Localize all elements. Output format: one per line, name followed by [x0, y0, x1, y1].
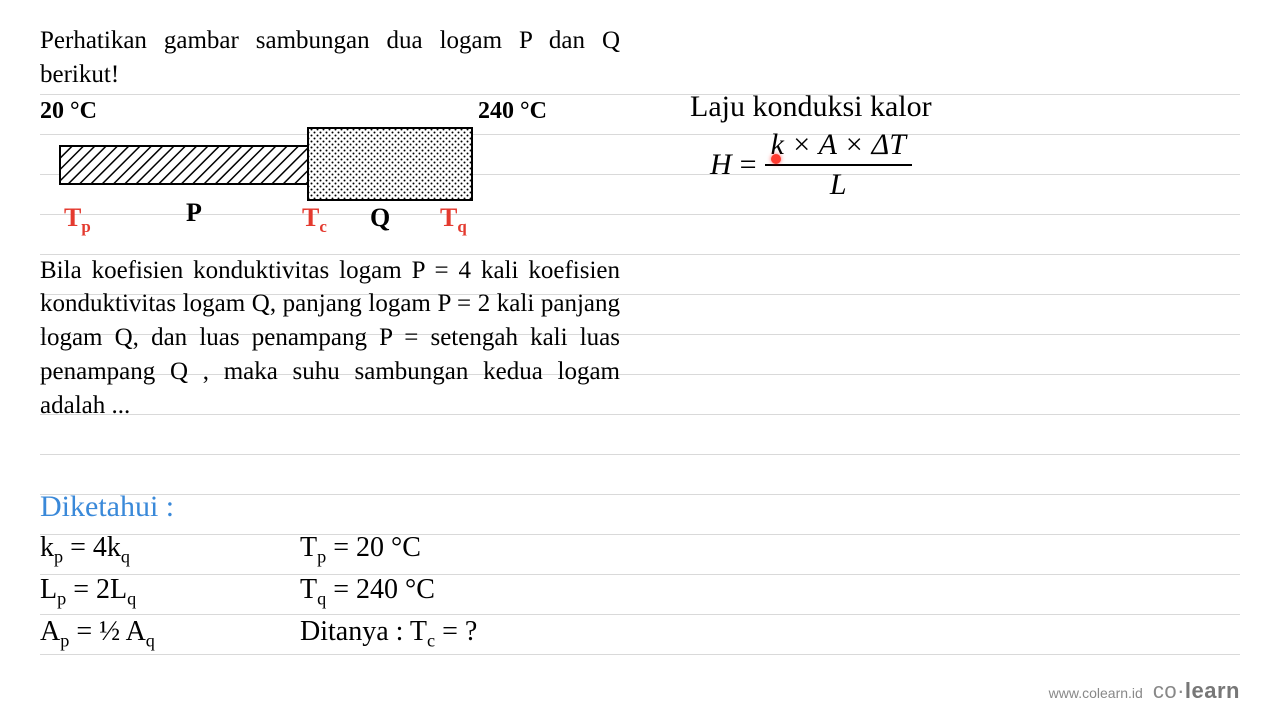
right-column: Laju konduksi kalor H = k × A × ΔT L	[690, 90, 1210, 202]
tq-label: Tq	[440, 203, 467, 237]
notes-title: Laju konduksi kalor	[690, 90, 1210, 124]
footer-url: www.colearn.id	[1049, 685, 1143, 701]
tp-label: Tp	[64, 203, 91, 237]
q-label: Q	[370, 203, 390, 233]
pointer-dot	[771, 154, 781, 164]
question-body: Bila koefisien konduktivitas logam P = 4…	[40, 254, 620, 423]
formula-eq: =	[740, 148, 757, 182]
footer-brand: co·learn	[1153, 678, 1240, 704]
formula-H: H	[710, 148, 732, 182]
p-label: P	[186, 198, 202, 228]
formula-den: L	[765, 164, 912, 202]
diketahui-row: Ap = ½ AqDitanya : Tc = ?	[40, 612, 620, 654]
formula: H = k × A × ΔT L	[710, 128, 1210, 202]
diagram: 20 °C 240 °C	[40, 98, 620, 248]
footer: www.colearn.id co·learn	[1049, 678, 1240, 704]
diketahui-block: Diketahui : kp = 4kqTp = 20 °CLp = 2LqTq…	[40, 490, 620, 654]
diketahui-row: kp = 4kqTp = 20 °C	[40, 528, 620, 570]
diketahui-header: Diketahui :	[40, 490, 620, 524]
question-intro: Perhatikan gambar sambungan dua logam P …	[40, 24, 620, 92]
page-root: Perhatikan gambar sambungan dua logam P …	[0, 0, 1280, 720]
formula-num: k × A × ΔT	[765, 128, 912, 164]
formula-fraction: k × A × ΔT L	[765, 128, 912, 202]
diketahui-row: Lp = 2LqTq = 240 °C	[40, 570, 620, 612]
left-column: Perhatikan gambar sambungan dua logam P …	[40, 24, 620, 422]
tc-label: Tc	[302, 203, 327, 237]
